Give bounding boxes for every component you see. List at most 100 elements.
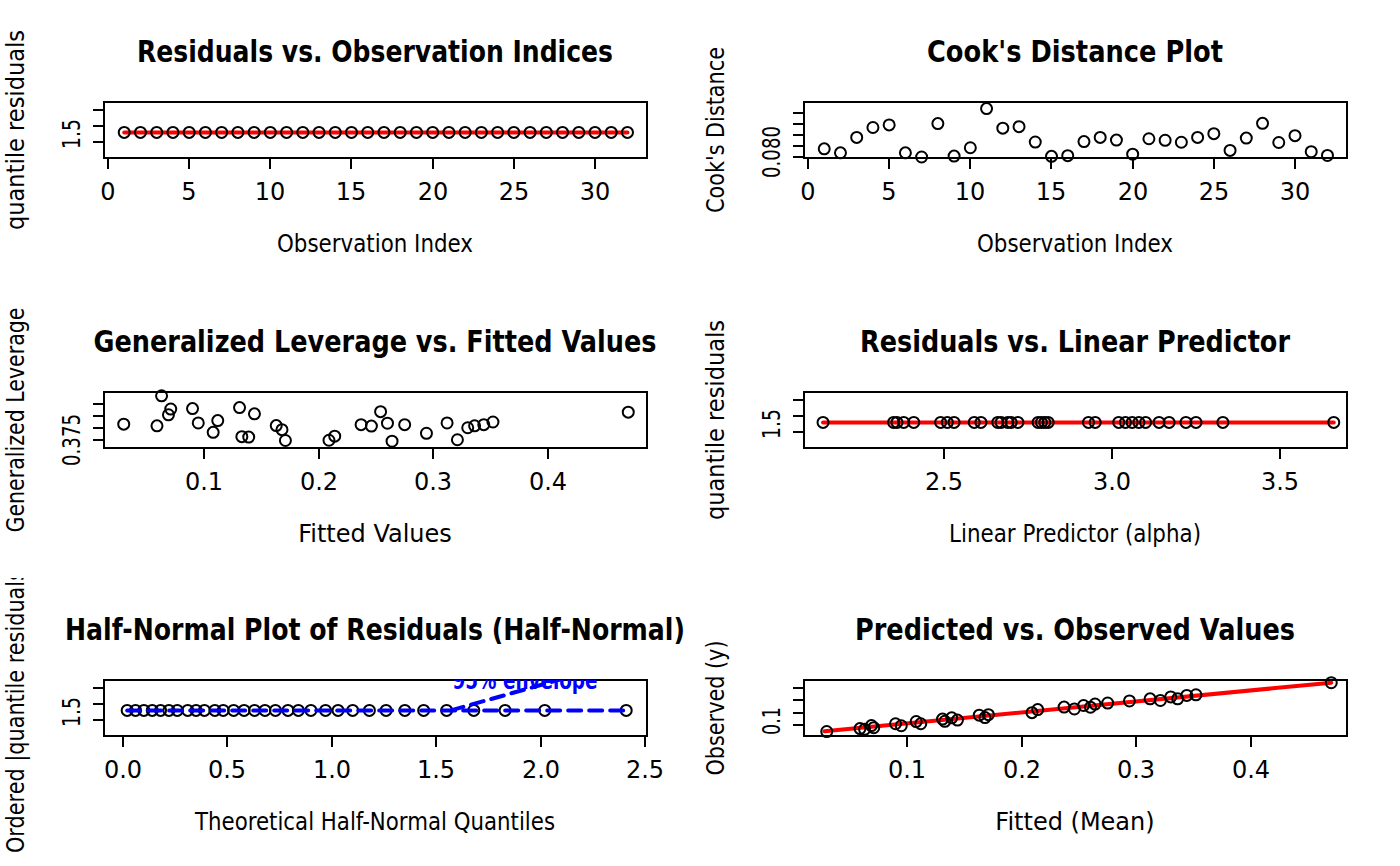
x-tick-label: 0.5 (208, 756, 246, 784)
half-normal-plot-ylabel: Ordered |quantile residuals| (2, 578, 30, 853)
cooks-distance-ylabel: Cook's Distance (702, 47, 730, 213)
predicted-vs-observed-title: Predicted vs. Observed Values (855, 612, 1295, 647)
x-tick-label: 1.5 (417, 756, 455, 784)
residuals-vs-linear-predictor-canvas: Residuals vs. Linear Predictor2.53.03.51… (700, 290, 1400, 578)
data-point (851, 132, 862, 143)
data-point (375, 406, 386, 417)
data-point (280, 435, 291, 446)
residuals-vs-linear-predictor-ylabel: quantile residuals (702, 320, 730, 520)
data-point (965, 142, 976, 153)
residuals-vs-linear-predictor-xlabel: Linear Predictor (alpha) (949, 520, 1201, 548)
leverage-vs-fitted-title: Generalized Leverage vs. Fitted Values (94, 324, 657, 359)
panel-residuals-vs-index: Residuals vs. Observation Indices0510152… (0, 0, 700, 290)
data-point (1241, 133, 1252, 144)
leverage-vs-fitted-ylabel: Generalized Leverage (2, 308, 30, 533)
x-tick-label: 2.5 (626, 756, 664, 784)
data-point (1306, 146, 1317, 157)
cooks-distance-title: Cook's Distance Plot (927, 34, 1223, 69)
residuals-vs-index-title: Residuals vs. Observation Indices (137, 34, 613, 69)
x-tick-label: 0.4 (529, 468, 567, 496)
x-tick-label: 5 (881, 178, 896, 206)
data-point (243, 432, 254, 443)
x-tick-label: 0 (100, 178, 115, 206)
data-point (462, 422, 473, 433)
data-point (1208, 128, 1219, 139)
x-tick-label: 0.2 (300, 468, 338, 496)
data-point (356, 419, 367, 430)
data-point (193, 417, 204, 428)
data-point (1014, 121, 1025, 132)
data-point (1176, 137, 1187, 148)
panel-cooks-distance: Cook's Distance Plot0510152025300.080Obs… (700, 0, 1400, 290)
x-tick-label: 25 (1199, 178, 1230, 206)
predicted-vs-observed-ylabel: Observed (y) (702, 641, 730, 776)
x-tick-label: 2.0 (522, 756, 560, 784)
panel-half-normal-plot: Half-Normal Plot of Residuals (Half-Norm… (0, 578, 700, 866)
data-point (1290, 130, 1301, 141)
panel-residuals-vs-linear-predictor: Residuals vs. Linear Predictor2.53.03.51… (700, 290, 1400, 578)
x-tick-label: 30 (1280, 178, 1311, 206)
x-tick-label: 0.4 (1232, 756, 1270, 784)
data-point (1078, 136, 1089, 147)
y-tick-label: 0.1 (758, 707, 786, 735)
data-point (1111, 135, 1122, 146)
x-tick-label: 3.5 (1261, 468, 1299, 496)
data-point (1062, 150, 1073, 161)
data-point (932, 118, 943, 129)
x-tick-label: 10 (955, 178, 986, 206)
data-point (421, 428, 432, 439)
half-normal-plot-envelope-label: 95% envelope (453, 667, 598, 695)
x-tick-label: 5 (181, 178, 196, 206)
data-point (867, 122, 878, 133)
leverage-vs-fitted-xlabel: Fitted Values (298, 520, 452, 548)
leverage-vs-fitted-plot-box (104, 392, 647, 448)
data-point (208, 427, 219, 438)
data-point (900, 147, 911, 158)
x-tick-label: 25 (499, 178, 530, 206)
x-tick-label: 2.5 (925, 468, 963, 496)
data-point (187, 403, 198, 414)
data-point (1160, 135, 1171, 146)
half-normal-plot-canvas: Half-Normal Plot of Residuals (Half-Norm… (0, 578, 700, 866)
residuals-vs-index-canvas: Residuals vs. Observation Indices0510152… (0, 0, 700, 290)
half-normal-plot-xlabel: Theoretical Half-Normal Quantiles (194, 808, 555, 836)
x-tick-label: 0.1 (185, 468, 223, 496)
x-tick-label: 20 (1118, 178, 1149, 206)
data-point (234, 402, 245, 413)
data-point (442, 417, 453, 428)
x-tick-label: 20 (418, 178, 449, 206)
data-point (452, 434, 463, 445)
x-tick-label: 0.0 (104, 756, 142, 784)
data-point (623, 407, 634, 418)
x-tick-label: 30 (580, 178, 611, 206)
y-tick-label: 1.5 (58, 697, 86, 727)
data-point (1257, 118, 1268, 129)
x-tick-label: 0 (800, 178, 815, 206)
data-point (1143, 133, 1154, 144)
data-point (949, 151, 960, 162)
panel-predicted-vs-observed: Predicted vs. Observed Values 0.1 0.2 0.3 0.… (700, 578, 1400, 866)
y-tick-label: 0.080 (758, 126, 786, 178)
data-point (1225, 145, 1236, 156)
residuals-vs-linear-predictor-plot-box (804, 392, 1347, 448)
data-point (1273, 137, 1284, 148)
data-point (1030, 137, 1041, 148)
predicted-vs-observed-xlabel: Fitted (Mean) (995, 808, 1154, 836)
diagnostic-plots-figure: Residuals vs. Observation Indices0510152… (0, 0, 1400, 866)
data-point (387, 436, 398, 447)
x-tick-label: 0.3 (1117, 756, 1155, 784)
data-point (151, 420, 162, 431)
data-point (835, 147, 846, 158)
x-tick-label: 3.0 (1093, 468, 1131, 496)
residuals-vs-index-plot-box (104, 102, 647, 158)
data-point (366, 421, 377, 432)
x-tick-label: 0.1 (888, 756, 926, 784)
y-tick-label: 0.375 (58, 414, 86, 466)
data-point (118, 419, 129, 430)
x-tick-label: 0.2 (1003, 756, 1041, 784)
y-tick-label: 1.5 (758, 409, 786, 439)
data-point (249, 408, 260, 419)
residuals-vs-index-ylabel: quantile residuals (2, 30, 30, 230)
leverage-vs-fitted-canvas: Generalized Leverage vs. Fitted Values 0.… (0, 290, 700, 578)
x-tick-label: 1.0 (313, 756, 351, 784)
